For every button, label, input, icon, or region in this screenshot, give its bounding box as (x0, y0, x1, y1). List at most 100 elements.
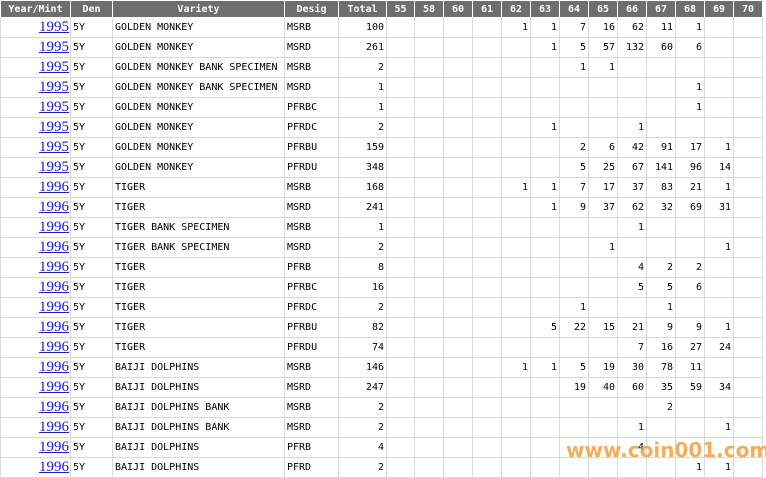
table-cell (472, 97, 502, 118)
table-cell: BAIJI DOLPHINS BANK (112, 397, 285, 418)
year-link[interactable]: 1996 (39, 279, 69, 295)
table-cell (559, 277, 589, 298)
year-link[interactable]: 1995 (39, 19, 69, 35)
table-cell: 4 (338, 437, 387, 458)
year-link[interactable]: 1995 (39, 159, 69, 175)
column-header: 64 (559, 0, 589, 18)
column-header: Total (338, 0, 387, 18)
year-link[interactable]: 1995 (39, 99, 69, 115)
table-cell: 2 (338, 297, 387, 318)
table-cell (443, 457, 473, 478)
year-link[interactable]: 1996 (39, 459, 69, 475)
year-link[interactable]: 1996 (39, 319, 69, 335)
table-cell (386, 337, 415, 358)
year-link[interactable]: 1996 (39, 179, 69, 195)
year-link[interactable]: 1996 (39, 259, 69, 275)
year-link[interactable]: 1996 (39, 439, 69, 455)
table-cell (733, 317, 763, 338)
table-cell: 1 (617, 417, 647, 438)
table-cell (443, 297, 473, 318)
year-link[interactable]: 1995 (39, 139, 69, 155)
table-cell: 1 (530, 117, 560, 138)
table-cell: 1995 (0, 17, 71, 38)
table-cell: 6 (675, 37, 705, 58)
table-cell: 5Y (70, 37, 113, 58)
table-cell: 1996 (0, 357, 71, 378)
year-link[interactable]: 1996 (39, 379, 69, 395)
year-link[interactable]: 1995 (39, 59, 69, 75)
table-cell: 4 (617, 257, 647, 278)
table-row: 1996 5Y TIGER MSRB 168 1 1 7 17 37 83 21 1 (0, 177, 763, 198)
table-cell (704, 397, 734, 418)
table-cell (443, 397, 473, 418)
year-link[interactable]: 1996 (39, 199, 69, 215)
column-header: 69 (704, 0, 734, 18)
table-cell (733, 377, 763, 398)
table-row: 1996 5Y BAIJI DOLPHINS BANK MSRB 2 2 (0, 397, 763, 418)
table-cell (646, 217, 676, 238)
table-cell (386, 437, 415, 458)
table-cell: 2 (559, 137, 589, 158)
table-cell: 40 (588, 377, 618, 398)
table-cell: 5Y (70, 217, 113, 238)
year-link[interactable]: 1996 (39, 219, 69, 235)
table-cell: TIGER (112, 257, 285, 278)
year-link[interactable]: 1995 (39, 119, 69, 135)
table-cell: TIGER (112, 177, 285, 198)
table-cell: 1 (530, 37, 560, 58)
table-cell (646, 117, 676, 138)
table-cell: 1996 (0, 217, 71, 238)
table-cell (588, 297, 618, 318)
year-link[interactable]: 1996 (39, 299, 69, 315)
table-cell: 1996 (0, 277, 71, 298)
table-cell: 1996 (0, 417, 71, 438)
year-link[interactable]: 1996 (39, 359, 69, 375)
table-cell (414, 217, 444, 238)
table-cell (733, 57, 763, 78)
table-cell: 19 (588, 357, 618, 378)
table-cell: 1 (501, 177, 531, 198)
table-cell (530, 97, 560, 118)
year-link[interactable]: 1996 (39, 239, 69, 255)
table-cell: 2 (338, 397, 387, 418)
table-cell (501, 57, 531, 78)
table-cell (588, 417, 618, 438)
column-header: 68 (675, 0, 705, 18)
table-cell (530, 257, 560, 278)
table-cell: 7 (559, 177, 589, 198)
table-cell (704, 297, 734, 318)
table-cell (443, 97, 473, 118)
table-cell (386, 217, 415, 238)
table-cell: 1995 (0, 37, 71, 58)
year-link[interactable]: 1995 (39, 39, 69, 55)
year-link[interactable]: 1995 (39, 79, 69, 95)
table-cell: 60 (617, 377, 647, 398)
table-cell (414, 397, 444, 418)
year-link[interactable]: 1996 (39, 399, 69, 415)
table-cell: TIGER (112, 337, 285, 358)
table-cell (414, 457, 444, 478)
table-cell: 159 (338, 137, 387, 158)
table-cell: 16 (338, 277, 387, 298)
table-cell: 1995 (0, 97, 71, 118)
table-cell: MSRD (284, 197, 339, 218)
table-cell (472, 437, 502, 458)
table-cell: PFRDU (284, 157, 339, 178)
table-cell: PFRD (284, 457, 339, 478)
table-cell: 30 (617, 357, 647, 378)
table-cell: 67 (617, 157, 647, 178)
table-cell: 2 (646, 257, 676, 278)
table-cell (472, 337, 502, 358)
table-cell (386, 257, 415, 278)
table-cell (472, 77, 502, 98)
year-link[interactable]: 1996 (39, 339, 69, 355)
table-cell: MSRD (284, 377, 339, 398)
table-cell: 42 (617, 137, 647, 158)
table-cell (386, 397, 415, 418)
column-header: Year/Mint (0, 0, 71, 18)
table-cell: MSRD (284, 237, 339, 258)
table-cell (559, 417, 589, 438)
watermark: www.coin001.com (566, 438, 766, 462)
year-link[interactable]: 1996 (39, 419, 69, 435)
